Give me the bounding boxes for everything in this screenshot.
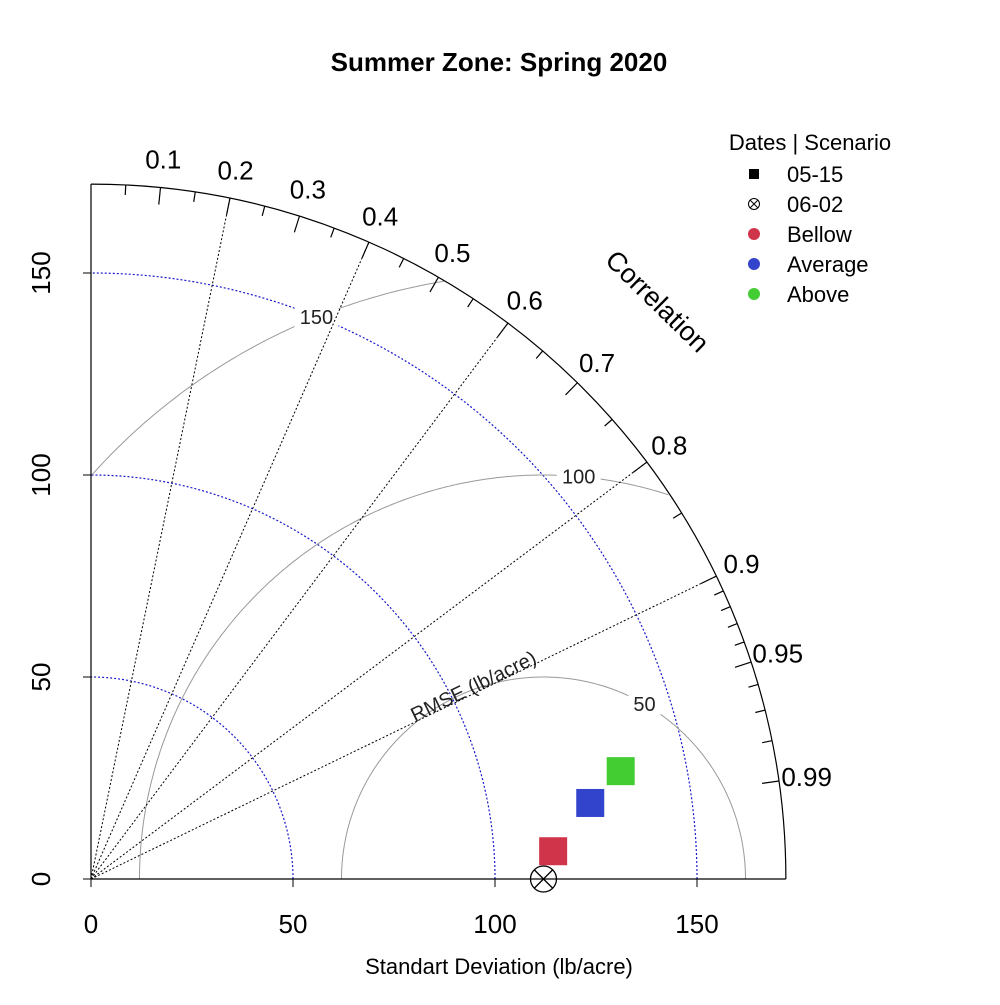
correlation-tick-label: 0.5 bbox=[434, 238, 470, 268]
correlation-ray-0.4 bbox=[90, 241, 370, 880]
correlation-major-tick bbox=[497, 322, 509, 338]
correlation-minor-tick bbox=[535, 350, 544, 359]
correlation-major-tick bbox=[293, 215, 301, 233]
legend-marker-cross-b bbox=[749, 199, 759, 209]
correlation-minor-tick bbox=[727, 623, 738, 628]
correlation-major-tick bbox=[429, 276, 439, 293]
correlation-major-tick bbox=[700, 575, 717, 585]
correlation-tick-label: 0.4 bbox=[362, 201, 398, 231]
x-tick-label: 100 bbox=[473, 909, 516, 939]
correlation-major-tick bbox=[158, 187, 162, 205]
correlation-minor-tick bbox=[604, 418, 613, 427]
chart-title: Summer Zone: Spring 2020 bbox=[331, 47, 668, 77]
data-point-above bbox=[606, 757, 635, 786]
correlation-major-tick bbox=[632, 461, 648, 473]
reference-point-circle bbox=[529, 865, 558, 893]
points-layer bbox=[529, 757, 635, 893]
legend-item-label: 06-02 bbox=[787, 192, 843, 217]
correlation-minor-tick bbox=[720, 606, 731, 612]
correlation-ray-0.2 bbox=[90, 198, 231, 880]
correlation-tick-label: 0.2 bbox=[217, 156, 253, 186]
correlation-major-tick bbox=[361, 241, 370, 258]
legend-marker-dot bbox=[748, 288, 760, 300]
legend: Dates | Scenario 05-15 06-02 Bellow Average A… bbox=[729, 130, 891, 307]
correlation-minor-tick bbox=[672, 512, 682, 519]
legend-item-label: 05-15 bbox=[787, 162, 843, 187]
correlation-major-tick bbox=[225, 198, 231, 215]
legend-item-label: Above bbox=[787, 282, 849, 307]
correlation-tick-label: 0.1 bbox=[145, 145, 181, 175]
correlation-ray-0.9 bbox=[90, 575, 717, 880]
legend-title: Dates | Scenario bbox=[729, 130, 891, 155]
correlation-major-tick bbox=[762, 780, 780, 784]
axes-layer: 0 0 50 50 100 100 150 150 0.1 0.2 0.3 0.4 0.5 0.6 0.7 0… bbox=[26, 145, 832, 939]
correlation-major-tick bbox=[734, 661, 752, 668]
legend-marker-dot bbox=[748, 228, 760, 240]
rmse-label-bg-50 bbox=[628, 691, 661, 716]
correlation-ray-0.8 bbox=[90, 461, 648, 880]
correlation-axis-label: Correlation bbox=[600, 244, 715, 358]
legend-item-label: Bellow bbox=[787, 222, 852, 247]
rmse-label-bg-100 bbox=[556, 463, 601, 488]
correlation-minor-tick bbox=[330, 227, 335, 238]
correlation-minor-tick bbox=[261, 206, 266, 217]
correlation-ray-0.6 bbox=[90, 322, 509, 880]
correlation-tick-label: 0.3 bbox=[290, 174, 326, 204]
rmse-level-label: 150 bbox=[300, 307, 333, 329]
x-tick-label: 150 bbox=[675, 909, 718, 939]
x-axis-label: Standart Deviation (lb/acre) bbox=[365, 954, 633, 979]
correlation-minor-tick bbox=[124, 184, 127, 196]
correlation-minor-tick bbox=[713, 590, 724, 596]
legend-marker-dot bbox=[748, 258, 760, 270]
correlation-tick-label: 0.8 bbox=[651, 430, 687, 460]
correlation-tick-label: 0.95 bbox=[752, 638, 803, 668]
outer-arc bbox=[90, 183, 787, 880]
rmse-level-label: 50 bbox=[633, 694, 655, 716]
rmse-contour-150 bbox=[91, 280, 445, 476]
sd-grid-circle-150 bbox=[90, 272, 698, 880]
sd-grid-circle-50 bbox=[90, 676, 294, 880]
correlation-minor-tick bbox=[398, 258, 405, 268]
rmse-caption: RMSE (lb/acre) bbox=[408, 647, 541, 726]
x-tick-label: 0 bbox=[84, 909, 98, 939]
correlation-minor-tick bbox=[755, 709, 766, 714]
correlation-minor-tick bbox=[748, 683, 759, 688]
rmse-level-label: 100 bbox=[562, 467, 595, 489]
rmse-contour-50 bbox=[341, 676, 746, 879]
correlation-minor-tick bbox=[734, 641, 745, 646]
correlation-tick-label: 0.9 bbox=[724, 549, 760, 579]
y-tick-label: 150 bbox=[26, 251, 56, 294]
y-tick-label: 0 bbox=[26, 872, 56, 886]
correlation-tick-label: 0.6 bbox=[507, 286, 543, 316]
correlation-minor-tick bbox=[193, 191, 196, 202]
correlation-tick-label: 0.99 bbox=[781, 762, 832, 792]
correlation-major-tick bbox=[565, 382, 578, 396]
y-tick-label: 100 bbox=[26, 453, 56, 496]
rmse-label-bg-150 bbox=[294, 304, 339, 329]
rmse-contour-100 bbox=[139, 474, 669, 879]
legend-marker-circle bbox=[748, 198, 760, 210]
legend-marker-square bbox=[749, 169, 759, 179]
data-point-bellow bbox=[539, 837, 568, 866]
sd-grid-circle-100 bbox=[90, 474, 496, 880]
x-tick-label: 50 bbox=[279, 909, 308, 939]
correlation-minor-tick bbox=[467, 298, 474, 308]
reference-point-cross-b bbox=[534, 869, 553, 889]
correlation-minor-tick bbox=[762, 740, 773, 744]
legend-item-label: Average bbox=[787, 252, 869, 277]
data-point-average bbox=[576, 788, 605, 817]
correlation-tick-label: 0.7 bbox=[579, 348, 615, 378]
y-tick-label: 50 bbox=[26, 663, 56, 692]
